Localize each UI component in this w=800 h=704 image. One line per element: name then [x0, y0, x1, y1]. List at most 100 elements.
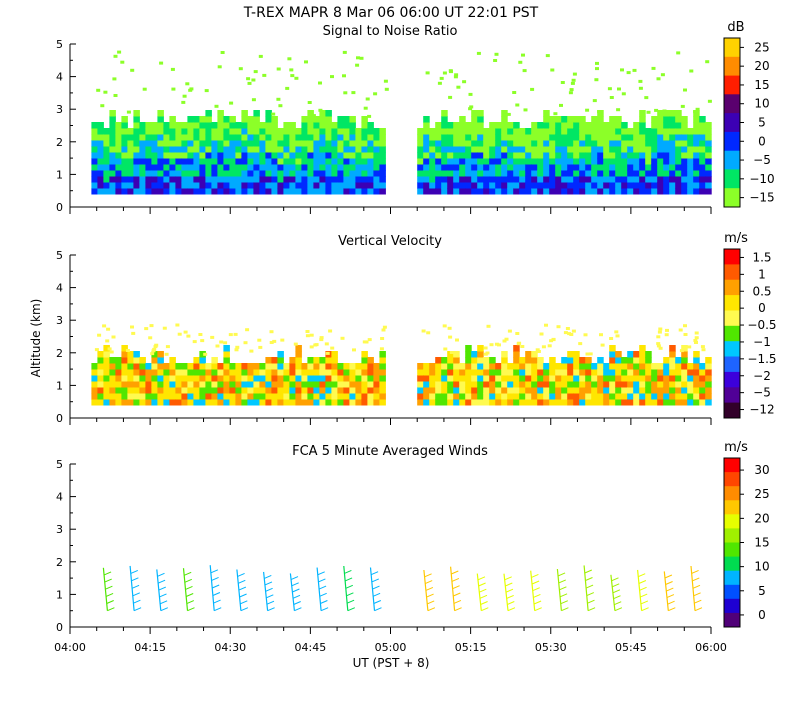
- snr-cell: [289, 164, 296, 171]
- vv-speck: [233, 332, 238, 336]
- vv-cell: [543, 375, 550, 382]
- vv-cell: [367, 387, 374, 394]
- snr-cell: [91, 152, 98, 159]
- vv-cell: [657, 399, 664, 406]
- wind-y-tick-label: 1: [56, 588, 63, 601]
- snr-cell: [193, 134, 200, 141]
- vv-cell: [223, 345, 230, 352]
- vv-cell: [247, 375, 254, 382]
- snr-cell: [223, 122, 230, 129]
- vv-cell: [151, 399, 158, 406]
- snr-cell: [657, 122, 664, 129]
- vv-cell: [537, 363, 544, 370]
- snr-speck: [290, 74, 295, 78]
- vv-cell: [417, 381, 424, 388]
- snr-cell: [585, 122, 592, 129]
- snr-cell: [537, 152, 544, 159]
- snr-cell: [187, 128, 194, 135]
- snr-cell: [615, 146, 622, 153]
- snr-cell: [109, 140, 116, 147]
- snr-cell: [657, 170, 664, 177]
- wind-barb-flag: [585, 577, 593, 581]
- snr-cell: [163, 158, 170, 165]
- snr-cell: [277, 158, 284, 165]
- snr-cell: [639, 146, 646, 153]
- vv-cell: [355, 399, 362, 406]
- snr-cell: [417, 170, 424, 177]
- vv-cell: [205, 399, 212, 406]
- vv-cell: [579, 399, 586, 406]
- vv-colorbar-label: 1: [758, 267, 766, 281]
- snr-speck: [355, 63, 360, 67]
- snr-cell: [429, 176, 436, 183]
- snr-cell: [525, 188, 532, 195]
- snr-cell: [669, 116, 676, 123]
- snr-cell: [121, 140, 128, 147]
- vv-cell: [235, 393, 242, 400]
- snr-cell: [361, 170, 368, 177]
- snr-cell: [349, 122, 356, 129]
- vv-cell: [687, 387, 694, 394]
- vv-speck: [269, 341, 274, 344]
- vv-cell: [621, 363, 628, 370]
- snr-cell: [181, 122, 188, 129]
- snr-cell: [549, 164, 556, 171]
- snr-cell: [241, 188, 248, 195]
- wind-barb-flag: [639, 586, 647, 591]
- snr-cell: [127, 170, 134, 177]
- snr-cell: [127, 176, 134, 183]
- snr-cell: [157, 140, 164, 147]
- snr-cell: [319, 170, 326, 177]
- vv-cell: [229, 363, 236, 370]
- snr-cell: [693, 128, 700, 135]
- snr-cell: [573, 152, 580, 159]
- vv-cell: [343, 369, 350, 376]
- vv-cell: [447, 375, 454, 382]
- snr-cell: [567, 134, 574, 141]
- snr-cell: [573, 170, 580, 177]
- snr-cell: [331, 188, 338, 195]
- snr-cell: [615, 122, 622, 129]
- snr-cell: [289, 182, 296, 189]
- snr-speck: [365, 97, 370, 101]
- vv-cell: [453, 381, 460, 388]
- snr-cell: [127, 128, 134, 135]
- snr-cell: [543, 140, 550, 147]
- snr-cell: [271, 152, 278, 159]
- vv-cell: [573, 357, 580, 364]
- snr-cell: [561, 164, 568, 171]
- vv-cell: [121, 375, 128, 382]
- wind-barb-flag: [185, 585, 193, 590]
- snr-cell: [367, 176, 374, 183]
- vv-cell: [543, 369, 550, 376]
- snr-speck: [159, 61, 164, 65]
- vv-cell: [603, 381, 610, 388]
- vv-cell: [585, 375, 592, 382]
- snr-cell: [657, 164, 664, 171]
- snr-cell: [477, 170, 484, 177]
- vv-cell: [229, 375, 236, 382]
- vv-cell: [459, 387, 466, 394]
- vv-cell: [513, 363, 520, 370]
- snr-cell: [151, 128, 158, 135]
- snr-cell: [97, 176, 104, 183]
- snr-cell: [235, 164, 242, 171]
- snr-speck: [214, 104, 219, 108]
- snr-cell: [307, 134, 314, 141]
- snr-cell: [609, 128, 616, 135]
- vv-cell: [133, 369, 140, 376]
- snr-cell: [313, 128, 320, 135]
- snr-cell: [525, 164, 532, 171]
- snr-cell: [349, 128, 356, 135]
- snr-cell: [313, 122, 320, 129]
- snr-y-tick-label: 5: [56, 38, 63, 51]
- vv-speck: [486, 324, 491, 328]
- snr-cell: [531, 170, 538, 177]
- vv-cell: [97, 393, 104, 400]
- snr-cell: [361, 188, 368, 195]
- vv-y-tick-label: 2: [56, 347, 63, 360]
- snr-cell: [97, 152, 104, 159]
- snr-cell: [133, 170, 140, 177]
- vv-cell: [181, 399, 188, 406]
- snr-speck: [181, 100, 186, 104]
